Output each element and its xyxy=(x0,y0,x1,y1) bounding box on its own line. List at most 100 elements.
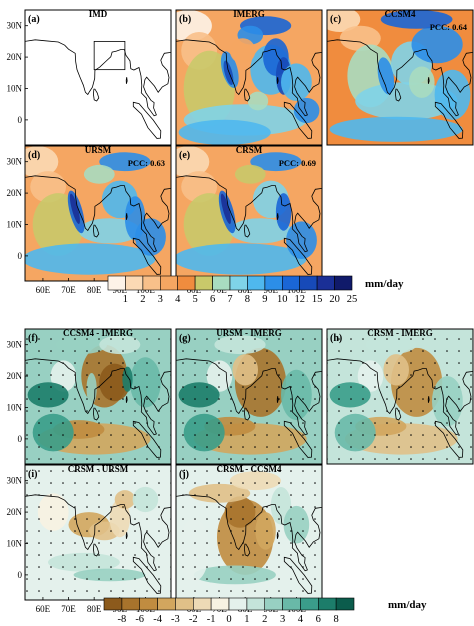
coastline xyxy=(25,10,171,117)
colorbar-label: 9 xyxy=(262,294,267,305)
y-tick-label: 20N xyxy=(7,371,23,381)
colorbar-label: 8 xyxy=(333,614,338,625)
field-contour xyxy=(434,69,471,120)
panel-frame xyxy=(24,464,172,601)
field-contour xyxy=(329,116,463,142)
y-tick-label: 20N xyxy=(7,507,23,517)
coastline xyxy=(283,237,313,275)
panel-label: (b) xyxy=(179,14,191,25)
colorbar-swatch xyxy=(334,275,353,291)
colorbar-label: 4 xyxy=(298,614,304,625)
pcc-value: PCC: 0.63 xyxy=(128,158,165,168)
colorbar-label: 6 xyxy=(316,614,321,625)
colorbar-swatch xyxy=(281,275,300,291)
colorbar-swatch xyxy=(264,597,283,611)
panel-title: IMD xyxy=(89,9,108,19)
field-contour xyxy=(176,146,210,178)
coastline xyxy=(176,329,322,436)
colorbar-swatch xyxy=(194,275,213,291)
colorbar-label: 7 xyxy=(227,294,232,305)
colorbar-swatch xyxy=(264,275,283,291)
panel-label: (h) xyxy=(330,333,342,344)
colorbar-label: 0 xyxy=(226,614,231,625)
colorbar-swatch xyxy=(160,275,179,291)
coastline xyxy=(427,77,430,84)
panel-title: CRSM - CCSM4 xyxy=(217,464,282,474)
coastline xyxy=(243,224,251,238)
panel-frame xyxy=(326,328,474,465)
field-contour xyxy=(293,97,320,124)
colorbar-label: 3 xyxy=(280,614,285,625)
coastline xyxy=(92,224,100,238)
field xyxy=(25,10,171,145)
coastline xyxy=(283,420,313,458)
coastline xyxy=(25,146,171,253)
colorbar-label: -3 xyxy=(171,614,180,625)
colorbar-unit: mm/day xyxy=(388,599,427,611)
colorbar-swatch xyxy=(247,275,266,291)
significance-stipple xyxy=(25,329,171,464)
colorbar-label: 8 xyxy=(245,294,250,305)
colorbar-label: -2 xyxy=(189,614,198,625)
pcc-value: PCC: 0.69 xyxy=(279,158,316,168)
colorbar-label: -8 xyxy=(118,614,127,625)
colorbar-label: -1 xyxy=(207,614,216,625)
coastline xyxy=(243,543,251,557)
significance-stipple xyxy=(176,329,322,464)
colorbar-swatch xyxy=(125,275,144,291)
panel-title: CRSM - URSM xyxy=(68,464,129,474)
coastline xyxy=(132,556,162,594)
panel-title: CCSM4 xyxy=(385,9,416,19)
panel-label: (j) xyxy=(179,469,189,480)
coastline xyxy=(92,543,100,557)
field xyxy=(25,146,171,281)
panel-label: (f) xyxy=(28,333,38,344)
field xyxy=(176,329,322,464)
coastline xyxy=(427,396,430,403)
field-contour xyxy=(25,146,59,178)
coastline xyxy=(125,396,128,403)
coastline xyxy=(25,329,171,436)
field-contour xyxy=(281,63,312,101)
y-tick-label: 0 xyxy=(18,434,23,444)
colorbar-swatch xyxy=(193,597,212,611)
colorbar-swatch xyxy=(282,597,301,611)
field xyxy=(327,10,473,145)
coastline xyxy=(132,101,162,139)
field-contour xyxy=(409,66,435,98)
significance-stipple xyxy=(176,465,322,600)
coastline xyxy=(434,101,464,139)
colorbar-swatch xyxy=(121,597,141,611)
coastline xyxy=(132,237,162,275)
map-panel: (a) IMD xyxy=(24,9,172,146)
field-contour xyxy=(176,243,307,275)
field-contour xyxy=(69,193,80,224)
coastline xyxy=(394,407,402,421)
panel-title: CCSM4 - IMERG xyxy=(63,328,133,338)
coastline xyxy=(125,77,128,84)
coastline xyxy=(327,329,473,436)
x-tick-label: 60E xyxy=(36,285,51,295)
x-tick-label: 70E xyxy=(61,604,76,614)
colorbar-swatch xyxy=(246,597,266,611)
field xyxy=(176,146,322,281)
field-contour xyxy=(99,152,151,172)
colorbar-swatch xyxy=(228,597,248,611)
panel-label: (g) xyxy=(179,333,191,344)
coastline xyxy=(276,396,279,403)
panel-title: URSM xyxy=(85,145,112,155)
field-contour xyxy=(250,152,302,172)
coastline xyxy=(394,88,402,102)
panel-frame xyxy=(326,9,474,146)
map-panel: (e) CRSM PCC: 0.69 xyxy=(175,145,323,282)
coastline xyxy=(327,10,473,117)
panel-label: (e) xyxy=(179,150,190,161)
panel-label: (a) xyxy=(28,14,40,25)
map-panel: (h) CRSM - IMERG xyxy=(326,328,474,465)
y-tick-label: 10N xyxy=(7,219,23,229)
colorbar-swatch xyxy=(139,597,158,611)
map-panel: (i) CRSM - URSM xyxy=(24,464,172,601)
colorbar-label: 20 xyxy=(329,294,340,305)
